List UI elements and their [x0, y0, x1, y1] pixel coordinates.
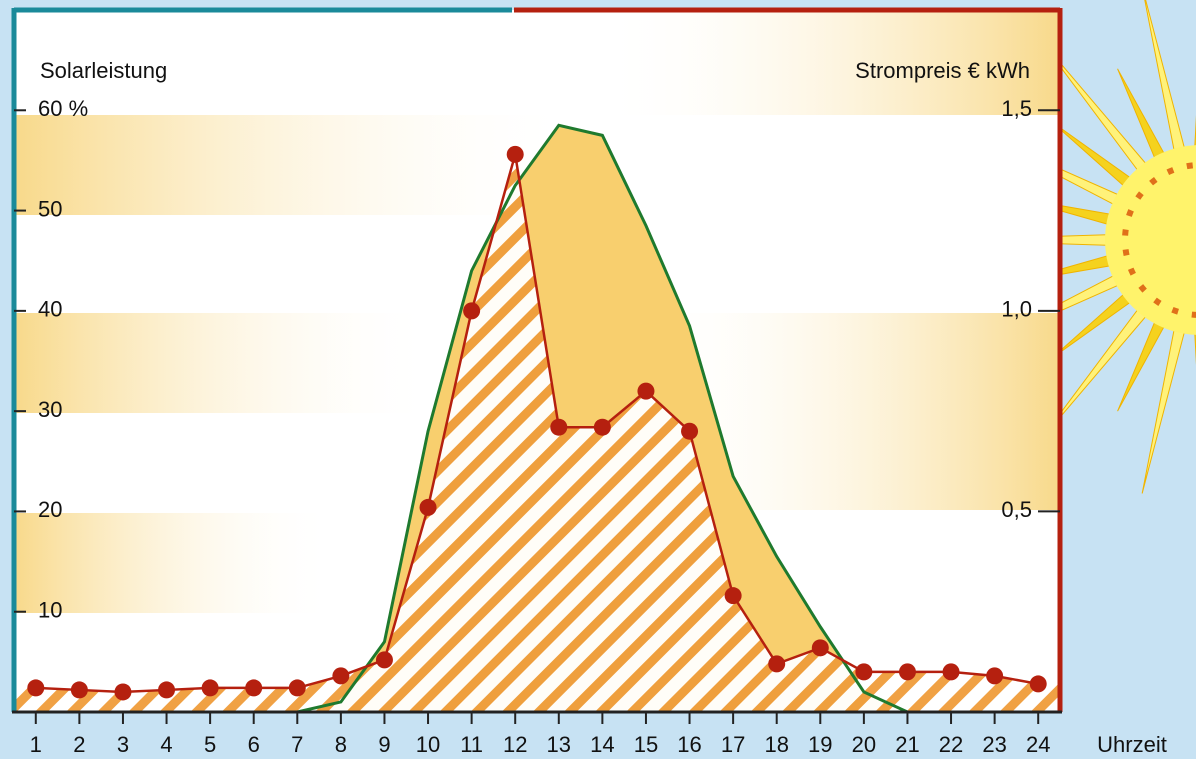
x-tick-label: 6	[248, 732, 260, 757]
y-tick-label: 50	[38, 196, 62, 221]
price-point	[70, 681, 88, 699]
price-point	[114, 683, 132, 701]
sun-disc	[1105, 145, 1196, 335]
x-tick-label: 9	[378, 732, 390, 757]
price-point	[375, 651, 393, 669]
price-point	[637, 382, 655, 400]
price-point	[811, 639, 829, 657]
bands	[14, 10, 1060, 613]
x-tick-label: 17	[721, 732, 745, 757]
x-tick-label: 8	[335, 732, 347, 757]
price-point	[724, 587, 742, 605]
price-point	[506, 145, 524, 163]
y-tick-label: 40	[38, 297, 62, 322]
band	[14, 513, 334, 613]
band	[14, 115, 574, 215]
price-point	[681, 422, 699, 440]
price-point	[593, 418, 611, 436]
x-tick-label: 15	[634, 732, 658, 757]
price-point	[550, 418, 568, 436]
price-point	[768, 655, 786, 673]
x-tick-label: 13	[547, 732, 571, 757]
x-tick-label: 12	[503, 732, 527, 757]
x-tick-label: 1	[30, 732, 42, 757]
x-tick-label: 19	[808, 732, 832, 757]
x-tick-label: 7	[291, 732, 303, 757]
price-point	[419, 498, 437, 516]
x-tick-label: 11	[460, 732, 483, 757]
y-axis-label: Solarleistung	[40, 58, 167, 83]
price-point	[463, 302, 481, 320]
price-hatch	[14, 154, 1060, 712]
x-tick-label: 24	[1026, 732, 1050, 757]
x-tick-label: 2	[73, 732, 85, 757]
y-tick-label: 10	[38, 598, 62, 623]
x-tick-label: 21	[895, 732, 919, 757]
x-tick-label: 18	[764, 732, 788, 757]
x-tick-label: 5	[204, 732, 216, 757]
y-tick-label: 30	[38, 397, 62, 422]
price-point	[158, 681, 176, 699]
y2-axis-label: Strompreis € kWh	[855, 58, 1030, 83]
x-tick-label: 22	[939, 732, 963, 757]
y2-tick-label: 1,0	[1001, 297, 1032, 322]
x-tick-label: 3	[117, 732, 129, 757]
price-point	[898, 663, 916, 681]
x-tick-label: 23	[982, 732, 1006, 757]
x-axis-label: Uhrzeit	[1097, 732, 1167, 757]
price-point	[942, 663, 960, 681]
y2-tick-label: 0,5	[1001, 497, 1032, 522]
x-tick-label: 4	[160, 732, 172, 757]
price-point	[986, 667, 1004, 685]
y2-tick-label: 1,5	[1001, 96, 1032, 121]
y-tick-label: 60 %	[38, 96, 88, 121]
price-point	[201, 679, 219, 697]
price-point	[332, 667, 350, 685]
x-tick-label: 16	[677, 732, 701, 757]
band	[14, 313, 434, 413]
band	[600, 10, 1060, 115]
plot	[14, 123, 1060, 712]
price-point	[245, 679, 263, 697]
price-point	[1029, 675, 1047, 693]
y-tick-label: 20	[38, 497, 62, 522]
solar-line	[253, 123, 909, 712]
x-tick-label: 10	[416, 732, 440, 757]
price-point	[288, 679, 306, 697]
price-point	[855, 663, 873, 681]
x-tick-label: 20	[852, 732, 876, 757]
x-tick-label: 14	[590, 732, 614, 757]
price-point	[27, 679, 45, 697]
